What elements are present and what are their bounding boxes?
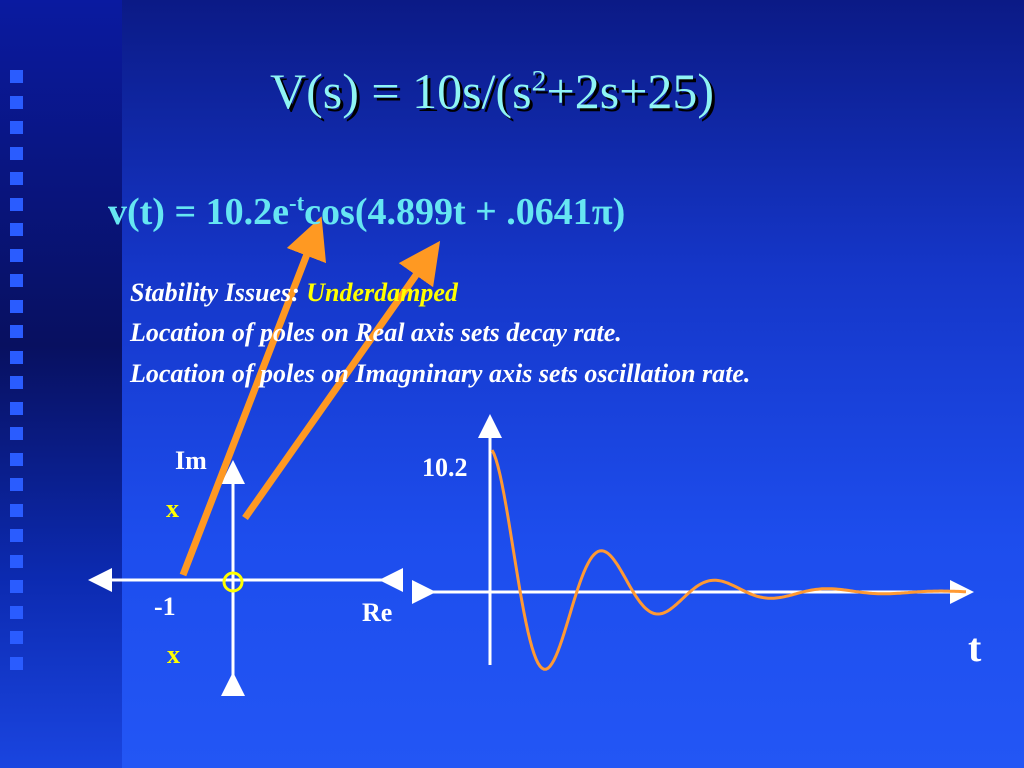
strip-square: [10, 121, 23, 134]
t-label: t: [968, 625, 982, 670]
strip-square: [10, 401, 23, 415]
strip-square: [10, 197, 23, 211]
note-line: Location of poles on Imagninary axis set…: [130, 359, 751, 388]
equation: v(t) = 10.2e-tcos(4.899t + .0641π): [108, 190, 626, 233]
strip-square: [10, 299, 23, 313]
strip-square: [10, 95, 23, 109]
strip-square: [10, 503, 23, 517]
strip-square: [10, 529, 23, 542]
strip-square: [10, 70, 23, 83]
strip-square: [10, 146, 23, 160]
response-curve: [490, 449, 967, 671]
pointer-arrows: [179, 216, 441, 577]
strip-square: [10, 172, 23, 185]
strip-square: [10, 631, 23, 644]
strip-square: [10, 376, 23, 389]
peak-label: 10.2: [422, 453, 468, 482]
strip-square: [10, 580, 23, 593]
strip-square: [10, 452, 23, 466]
note-line: Location of poles on Real axis sets deca…: [130, 318, 622, 347]
strip-square: [10, 223, 23, 236]
strip-square: [10, 656, 23, 670]
pole-marker: x: [166, 494, 179, 523]
re-label: Re: [362, 598, 393, 627]
strip-square: [10, 350, 23, 364]
strip-square: [10, 248, 23, 262]
zero-marker: [222, 571, 244, 593]
pole-marker: x: [167, 640, 180, 669]
real-part-label: -1: [154, 592, 176, 621]
strip-square: [10, 427, 23, 440]
strip-square: [10, 478, 23, 491]
strip-square: [10, 605, 23, 619]
strip-square: [10, 325, 23, 338]
note-line: Stability Issues: Underdamped: [130, 278, 458, 307]
title: V(s) = 10s/(s2+2s+25): [270, 63, 715, 119]
strip-square: [10, 274, 23, 287]
im-label: Im: [175, 446, 207, 475]
strip-square: [10, 554, 23, 568]
pole-axes: [88, 460, 403, 696]
